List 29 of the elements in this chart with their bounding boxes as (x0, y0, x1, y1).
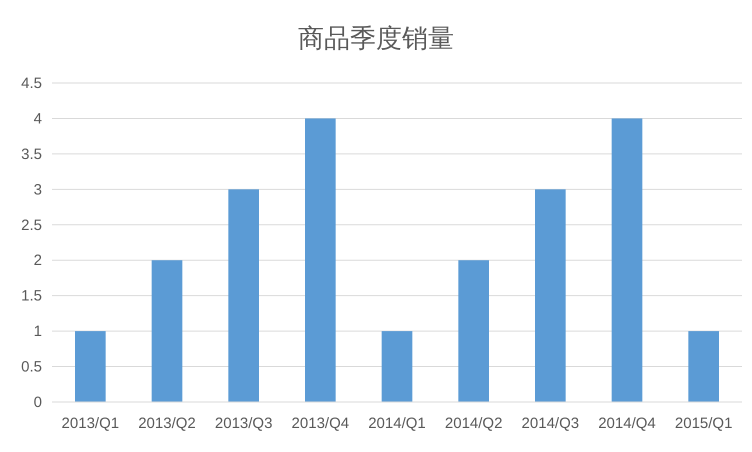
bar (458, 260, 489, 402)
y-tick-label: 3 (34, 181, 42, 198)
y-tick-label: 2 (34, 252, 42, 270)
x-tick-label: 2013/Q1 (62, 415, 120, 432)
x-tick-label: 2015/Q1 (674, 415, 732, 432)
x-tick-label: 2013/Q2 (138, 415, 196, 432)
chart-title: 商品季度销量 (298, 23, 454, 53)
y-tick-label: 4 (34, 110, 42, 128)
x-tick-label: 2014/Q4 (598, 415, 656, 432)
bar (688, 331, 719, 402)
x-tick-label: 2014/Q3 (522, 415, 580, 432)
x-tick-label: 2014/Q1 (368, 415, 426, 432)
y-tick-label: 0.5 (21, 358, 42, 376)
y-tick-label: 3.5 (21, 146, 42, 163)
y-tick-label: 1.5 (21, 288, 42, 305)
y-tick-label: 0 (34, 394, 42, 411)
y-tick-label: 4.5 (21, 75, 42, 92)
bar (535, 189, 566, 402)
x-tick-label: 2014/Q2 (444, 415, 502, 432)
bar (75, 331, 106, 402)
bar (382, 331, 412, 402)
bar (152, 260, 182, 402)
bar (612, 118, 642, 402)
y-tick-label: 2.5 (21, 216, 42, 234)
x-tick-label: 2013/Q3 (214, 415, 272, 432)
bar (305, 118, 336, 402)
x-tick-label: 2013/Q4 (292, 415, 350, 432)
bar (228, 189, 259, 402)
y-tick-label: 1 (34, 323, 42, 340)
